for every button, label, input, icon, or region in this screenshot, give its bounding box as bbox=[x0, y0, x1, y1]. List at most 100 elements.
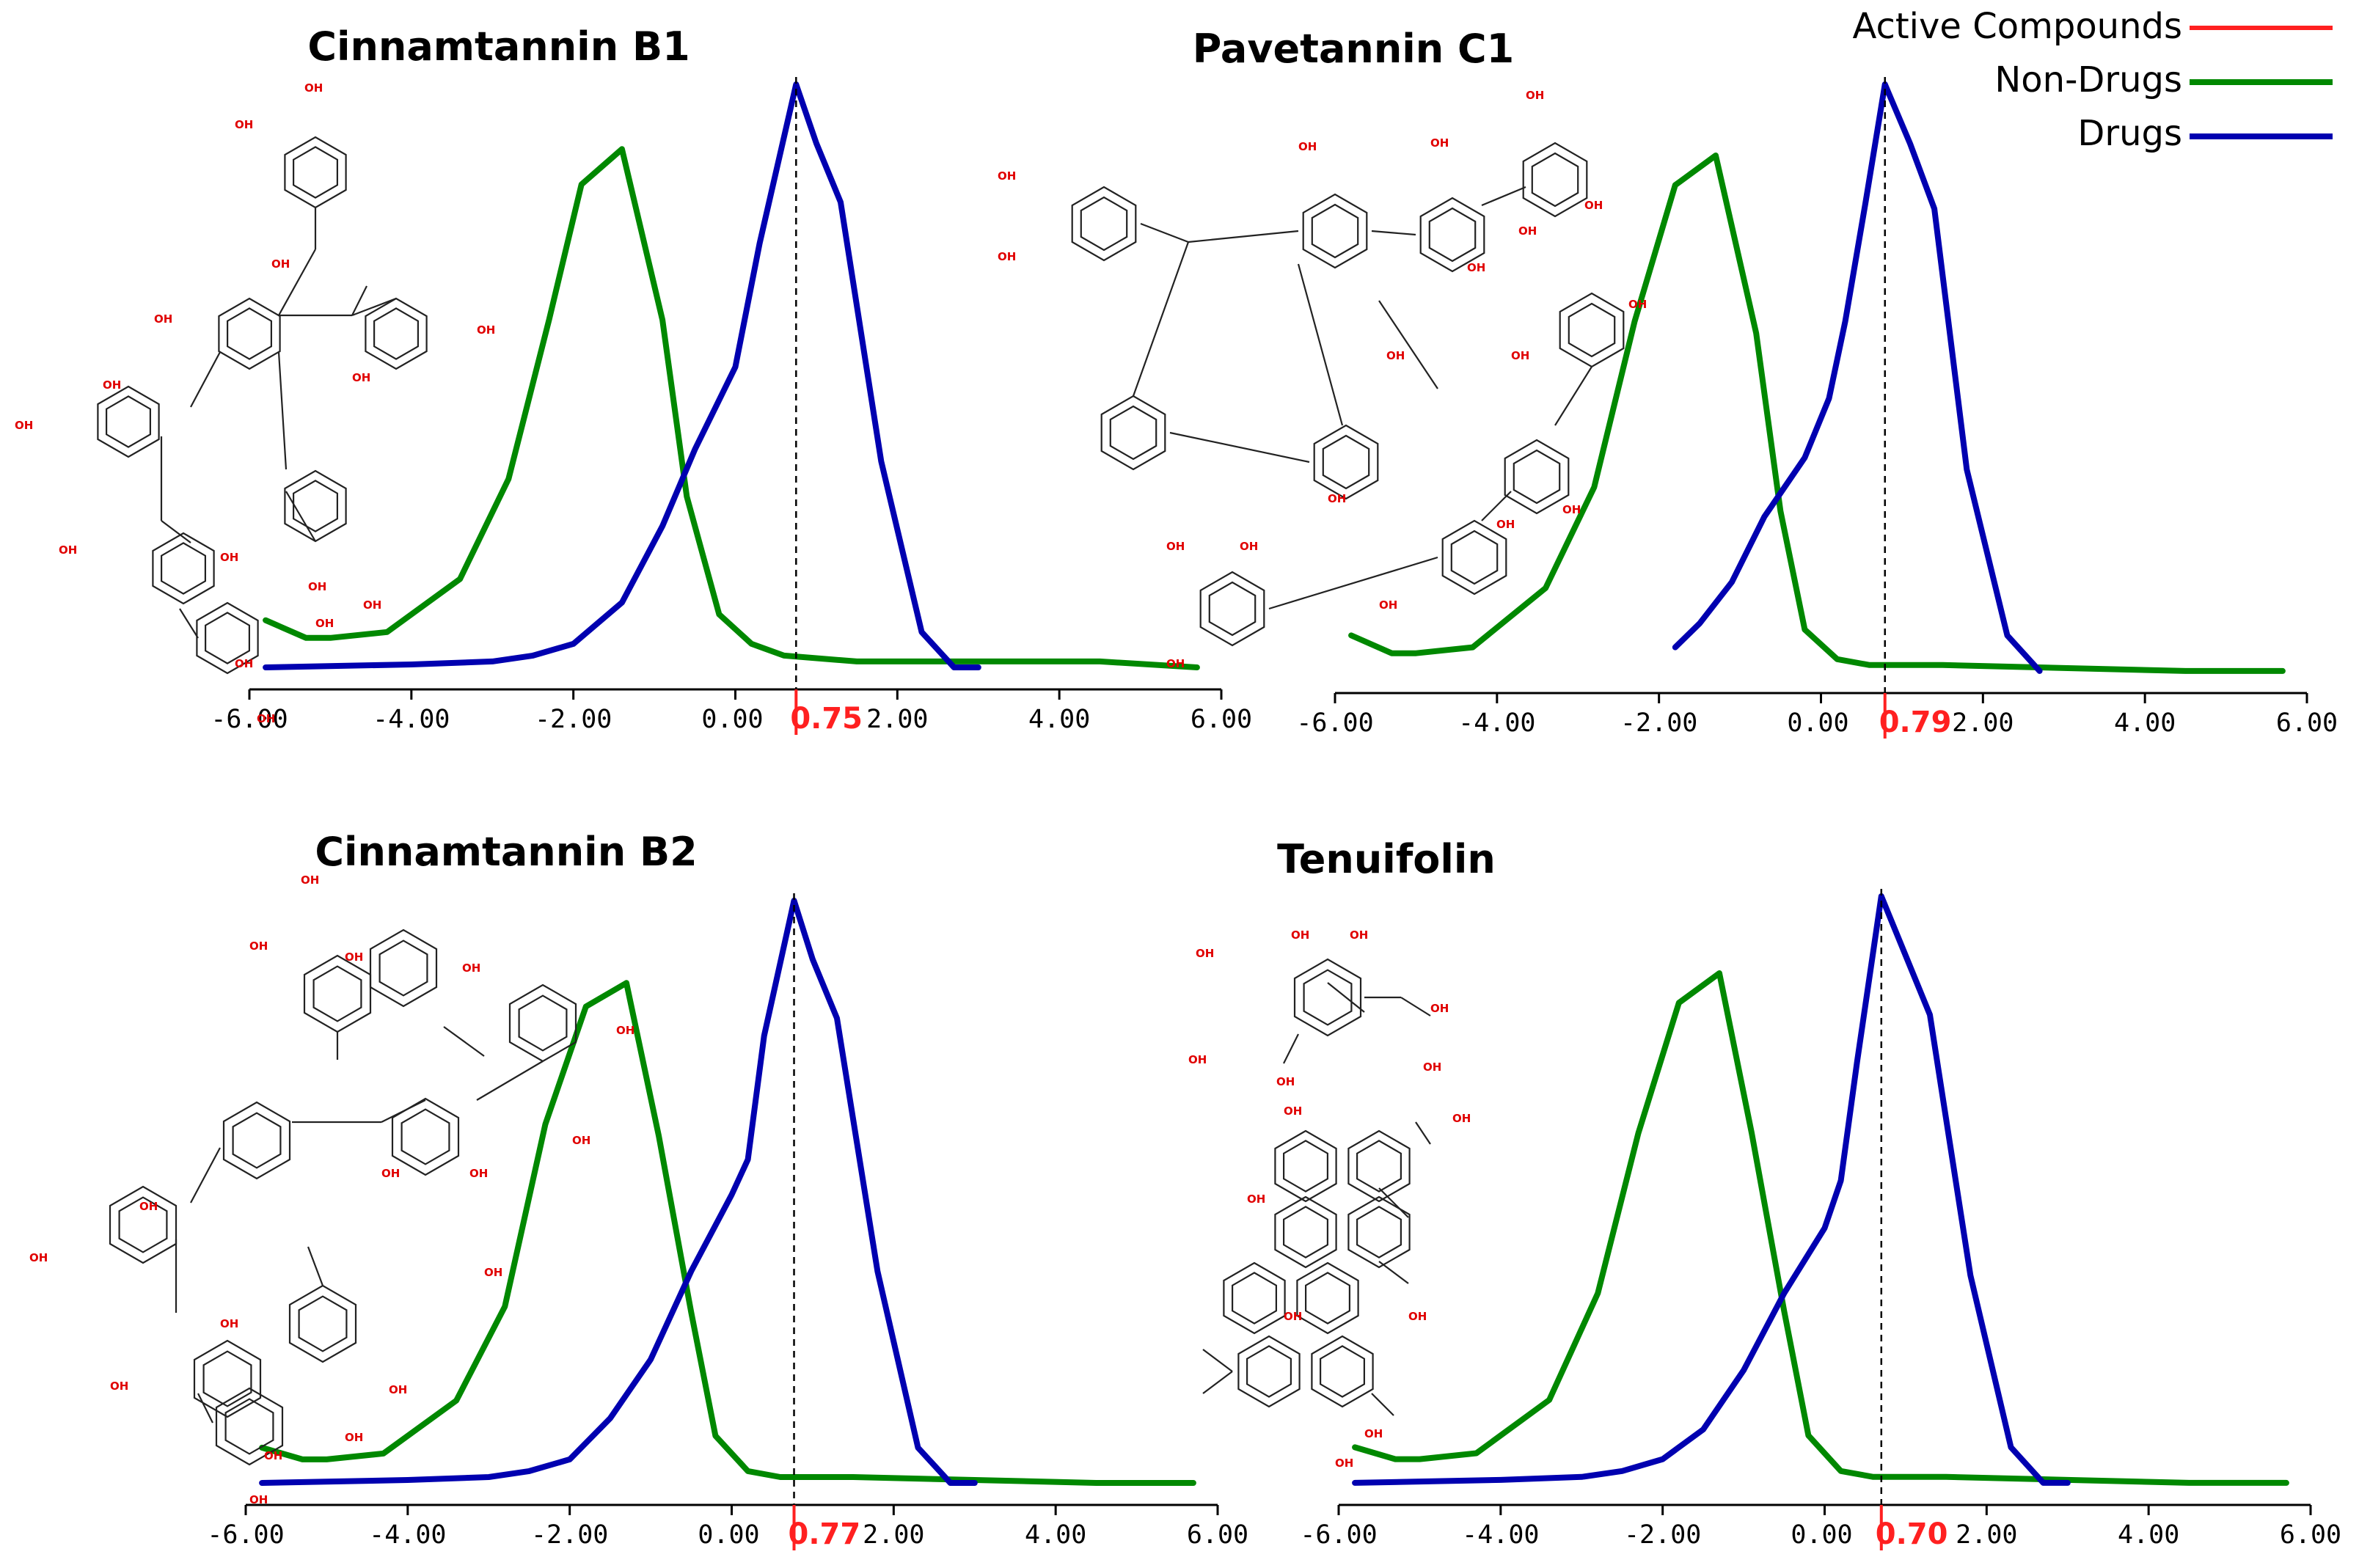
ring bbox=[365, 297, 428, 370]
hydroxyl-label: OH bbox=[264, 1449, 282, 1462]
legend-label-drugs: Drugs bbox=[2077, 113, 2182, 154]
bond bbox=[476, 1060, 544, 1101]
bond bbox=[1132, 241, 1190, 397]
legend-label-active: Active Compounds bbox=[1852, 6, 2182, 47]
ring-inner bbox=[1320, 1345, 1365, 1398]
x-tick-label: -2.00 bbox=[531, 1520, 608, 1550]
hydroxyl-label: OH bbox=[1386, 349, 1405, 362]
ring bbox=[369, 928, 438, 1008]
x-tick-label: -6.00 bbox=[1300, 1520, 1377, 1550]
x-tick-label: -4.00 bbox=[1462, 1520, 1539, 1550]
bond bbox=[197, 1393, 213, 1424]
x-tick-label: 2.00 bbox=[1952, 708, 2014, 738]
hydroxyl-label: OH bbox=[462, 961, 480, 975]
hydroxyl-label: OH bbox=[1452, 1112, 1471, 1125]
ring-inner bbox=[1322, 434, 1370, 490]
x-tick-label: 0.00 bbox=[1787, 708, 1848, 738]
bond bbox=[1188, 230, 1299, 243]
ring-inner bbox=[293, 480, 338, 532]
x-tick-label: -6.00 bbox=[1296, 708, 1373, 738]
x-tick-label: 6.00 bbox=[1187, 1520, 1248, 1550]
x-tick-label: 4.00 bbox=[2114, 708, 2176, 738]
ring-inner bbox=[1531, 152, 1579, 208]
hydroxyl-label: OH bbox=[616, 1024, 634, 1037]
hydroxyl-label: OH bbox=[1496, 518, 1515, 531]
hydroxyl-label: OH bbox=[345, 1431, 363, 1444]
bond bbox=[190, 351, 221, 408]
bond bbox=[1371, 1393, 1394, 1416]
bond bbox=[1202, 1349, 1233, 1372]
bond bbox=[1371, 230, 1416, 236]
x-tick-label: -2.00 bbox=[535, 705, 612, 734]
ring bbox=[1302, 193, 1368, 269]
series-line-drugs bbox=[259, 898, 978, 1486]
series-line-drugs bbox=[1352, 893, 2071, 1486]
hydroxyl-label: OH bbox=[1511, 349, 1529, 362]
ring-inner bbox=[373, 307, 419, 360]
hydroxyl-label: OH bbox=[139, 1200, 158, 1213]
ring-inner bbox=[1246, 1345, 1292, 1398]
ring bbox=[215, 1387, 284, 1466]
hydroxyl-label: OH bbox=[103, 378, 121, 392]
x-tick-label: 4.00 bbox=[1025, 1520, 1086, 1550]
hydroxyl-label: OH bbox=[1196, 947, 1214, 960]
ring bbox=[1522, 142, 1588, 218]
hydroxyl-label: OH bbox=[220, 1317, 238, 1330]
ring-inner bbox=[118, 1196, 168, 1253]
hydroxyl-label: OH bbox=[1166, 657, 1185, 670]
ring bbox=[1313, 424, 1379, 500]
bond bbox=[190, 1147, 221, 1204]
hydroxyl-label: OH bbox=[249, 939, 268, 953]
hydroxyl-label: OH bbox=[235, 118, 253, 131]
ring-inner bbox=[312, 965, 362, 1022]
hydroxyl-label: OH bbox=[389, 1383, 407, 1396]
series-line-non-drugs bbox=[1352, 970, 2289, 1486]
hydroxyl-label: OH bbox=[1350, 928, 1368, 942]
x-tick-label: -2.00 bbox=[1620, 708, 1697, 738]
ring bbox=[1274, 1195, 1337, 1269]
bond bbox=[1481, 491, 1512, 521]
chart-title: Cinnamtannin B1 bbox=[307, 23, 690, 70]
bond bbox=[1400, 997, 1431, 1016]
ring bbox=[1293, 958, 1362, 1037]
ring bbox=[152, 532, 215, 605]
hydroxyl-label: OH bbox=[1291, 928, 1309, 942]
ring-inner bbox=[1450, 530, 1499, 585]
series-line-non-drugs bbox=[263, 146, 1200, 670]
hydroxyl-label: OH bbox=[249, 1493, 268, 1506]
bond bbox=[1378, 1187, 1409, 1218]
panel-pavetannin-c1: Pavetannin C1 -6.00 -4.00 -2.00 0.00 2.00 4.00… bbox=[1193, 26, 2338, 739]
x-tick-label: -4.00 bbox=[373, 705, 450, 734]
bond bbox=[1202, 1371, 1233, 1394]
x-tick-label: 0.00 bbox=[698, 1520, 759, 1550]
bond bbox=[1169, 431, 1310, 464]
hydroxyl-label: OH bbox=[1467, 261, 1485, 274]
hydroxyl-label: OH bbox=[1298, 140, 1317, 153]
ring-inner bbox=[227, 307, 272, 360]
ring bbox=[222, 1101, 291, 1180]
ring bbox=[1223, 1261, 1286, 1335]
legend-label-non-drugs: Non-Drugs bbox=[1994, 59, 2182, 100]
hydroxyl-label: OH bbox=[345, 950, 363, 964]
ring-inner bbox=[224, 1398, 274, 1455]
hydroxyl-label: OH bbox=[1430, 136, 1449, 150]
chart-title: Tenuifolin bbox=[1277, 836, 1496, 882]
molecule-structure-tenuifolin: OH OH OH OH OH OH OH OH OH OH OH OH OH OH bbox=[1188, 928, 1471, 1470]
ring bbox=[1347, 1129, 1411, 1203]
active-value-label: 0.75 bbox=[790, 702, 863, 736]
x-tick-label: -2.00 bbox=[1624, 1520, 1701, 1550]
active-value-label: 0.77 bbox=[789, 1517, 861, 1551]
ring-inner bbox=[293, 146, 338, 199]
bond bbox=[1140, 222, 1189, 243]
hydroxyl-label: OH bbox=[572, 1134, 590, 1147]
bond bbox=[381, 1099, 426, 1123]
chart-title: Cinnamtannin B2 bbox=[315, 829, 697, 875]
bond bbox=[161, 520, 191, 543]
ring-inner bbox=[205, 612, 250, 664]
ring-inner bbox=[202, 1350, 252, 1407]
x-tick-label: 4.00 bbox=[1028, 705, 1090, 734]
hydroxyl-label: OH bbox=[1328, 492, 1346, 505]
series-line-drugs bbox=[263, 81, 981, 670]
ring bbox=[1274, 1129, 1337, 1203]
